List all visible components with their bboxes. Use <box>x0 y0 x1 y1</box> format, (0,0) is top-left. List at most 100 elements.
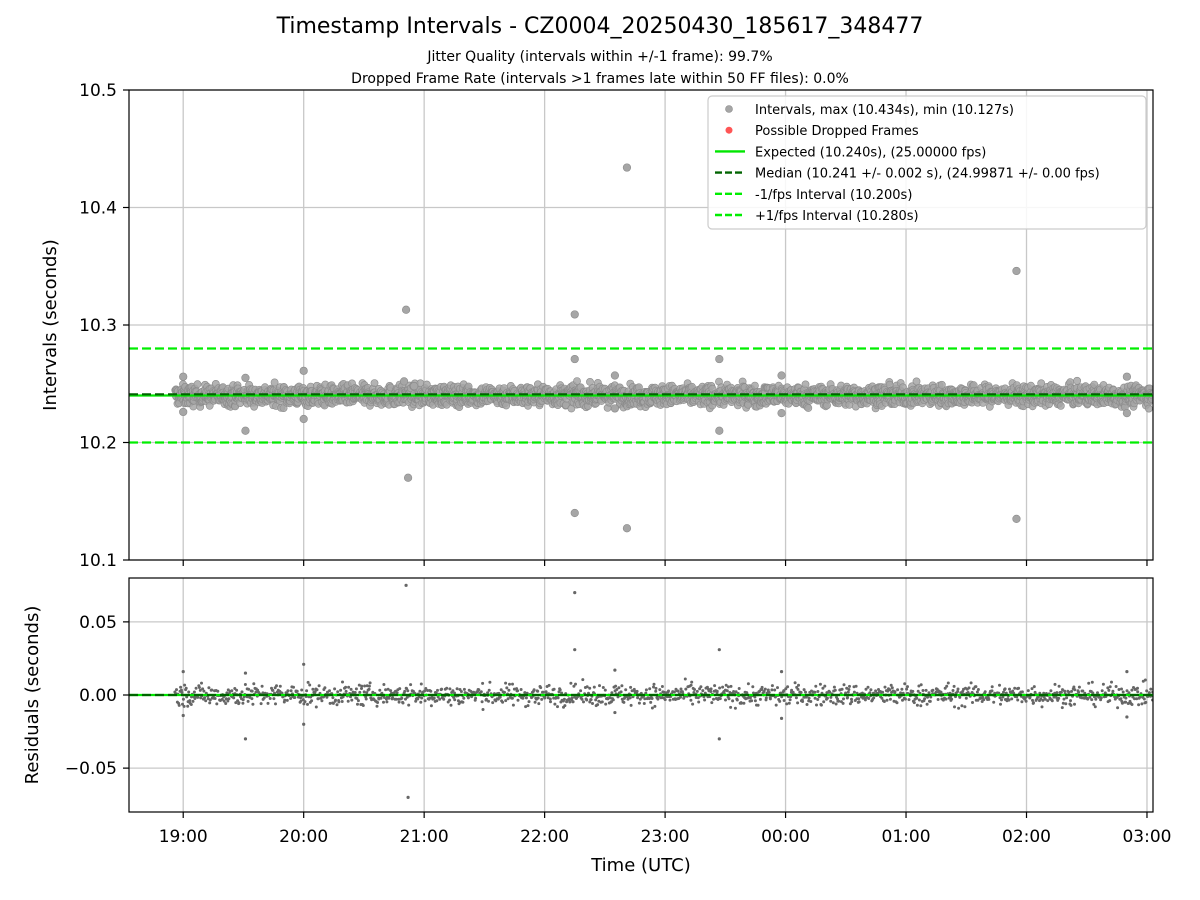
residual-point <box>406 689 410 693</box>
residual-point <box>638 697 642 701</box>
residual-point <box>683 677 687 681</box>
residual-point <box>527 700 531 704</box>
residual-point <box>548 697 552 701</box>
residual-point <box>213 697 217 700</box>
residual-point <box>477 688 481 692</box>
interval-outlier-point-10 <box>570 310 579 319</box>
residual-point <box>727 697 731 701</box>
residual-point <box>574 682 577 686</box>
intervals-plot-area <box>129 163 1153 533</box>
residual-point <box>375 704 379 708</box>
residual-point <box>1002 690 1005 694</box>
legend-label-5: +1/fps Interval (10.280s) <box>755 209 919 224</box>
residual-point <box>801 700 805 703</box>
residual-point <box>848 684 851 688</box>
residual-point <box>649 700 653 704</box>
residual-point <box>752 691 755 695</box>
residual-point <box>1140 702 1144 706</box>
residual-point <box>418 689 422 693</box>
residual-point <box>516 689 520 693</box>
residual-point <box>235 688 239 692</box>
residual-point <box>1055 691 1059 695</box>
residual-point <box>526 704 530 708</box>
interval-point <box>801 380 810 389</box>
residual-point <box>1135 697 1139 701</box>
legend-box <box>707 95 1147 230</box>
residual-point <box>362 690 366 694</box>
residual-point <box>186 704 190 708</box>
jitter-quality-subtitle: Jitter Quality (intervals within +/-1 fr… <box>427 49 773 65</box>
residual-point <box>614 684 618 688</box>
residual-point <box>805 703 809 706</box>
residual-point <box>563 704 567 708</box>
residual-outlier-point-12 <box>717 648 721 652</box>
residual-point <box>423 689 427 693</box>
residual-point <box>397 700 401 704</box>
residual-point <box>953 705 956 709</box>
residual-point <box>331 701 335 705</box>
residual-point <box>570 696 574 700</box>
residual-point <box>998 683 1001 687</box>
residual-point <box>791 690 795 694</box>
residual-point <box>794 696 798 700</box>
residual-point <box>202 689 206 693</box>
residual-point <box>323 686 327 690</box>
residual-point <box>896 688 900 692</box>
residual-point <box>226 699 230 703</box>
residual-point <box>453 691 456 695</box>
residual-point <box>303 700 307 704</box>
residual-point <box>866 685 870 689</box>
interval-point <box>937 380 946 389</box>
residual-point <box>679 687 683 691</box>
residual-point <box>751 685 755 689</box>
residual-point <box>882 700 886 703</box>
residual-point <box>1028 695 1032 699</box>
residual-point <box>367 684 371 688</box>
residual-point <box>182 704 186 708</box>
residual-point <box>650 697 654 700</box>
residual-point <box>764 696 768 700</box>
residual-point <box>889 683 893 687</box>
residual-point <box>184 686 188 690</box>
residual-point <box>636 696 640 700</box>
residual-point <box>1040 705 1044 709</box>
residuals-ytick-label-2: 0.05 <box>79 613 117 633</box>
residual-point <box>921 689 925 692</box>
residual-point <box>567 697 571 701</box>
residual-point <box>981 695 985 699</box>
interval-outlier-point-1 <box>179 407 188 417</box>
residual-point <box>672 690 676 694</box>
residual-point <box>915 703 919 707</box>
residual-point <box>951 689 955 692</box>
residual-point <box>1130 703 1134 706</box>
residual-point <box>524 705 528 709</box>
residual-point <box>360 684 364 688</box>
residual-point <box>814 684 818 688</box>
residual-point <box>197 686 201 689</box>
residual-point <box>293 696 297 699</box>
residual-point <box>179 685 183 689</box>
residual-point <box>624 688 628 692</box>
residual-point <box>813 696 817 700</box>
residual-point <box>588 686 592 690</box>
residual-point <box>378 688 382 692</box>
residual-point <box>815 703 818 707</box>
residual-point <box>546 696 550 700</box>
residual-point <box>762 690 766 693</box>
residual-point <box>958 695 962 699</box>
residual-point <box>1087 681 1091 685</box>
residual-point <box>339 688 343 692</box>
residual-point <box>880 696 884 700</box>
residual-point <box>187 690 191 694</box>
residual-point <box>1108 685 1112 689</box>
residual-point <box>776 686 779 690</box>
residual-point <box>611 698 615 702</box>
residual-point <box>946 681 950 685</box>
residual-point <box>842 697 845 701</box>
residual-point <box>786 685 790 689</box>
residual-point <box>537 702 541 706</box>
residual-point <box>240 690 244 694</box>
residual-point <box>1077 685 1081 689</box>
residual-point <box>585 685 589 689</box>
residual-point <box>215 702 219 706</box>
